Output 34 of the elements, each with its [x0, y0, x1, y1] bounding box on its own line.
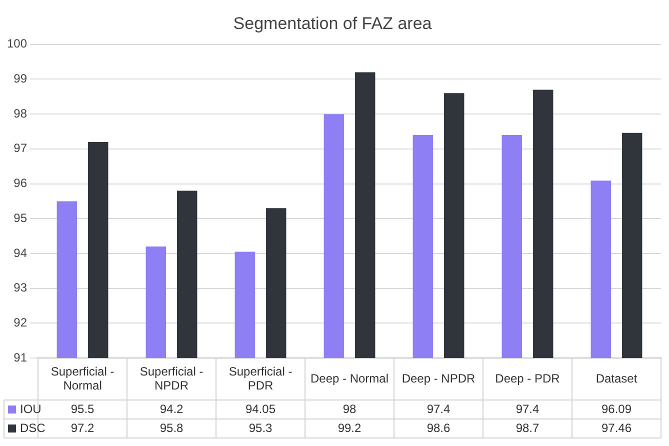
y-tick-label: 96: [14, 176, 28, 190]
data-label: 97.2: [70, 420, 95, 435]
data-label: 95.8: [160, 420, 184, 435]
data-label: 98.6: [426, 420, 451, 435]
y-tick-label: 92: [14, 315, 28, 330]
legend-label: IOU: [20, 402, 42, 416]
data-label: 97.46: [601, 420, 632, 435]
y-tick-label: 97: [14, 141, 28, 156]
data-label: 97.4: [516, 402, 540, 416]
data-label: 95.5: [70, 402, 95, 416]
x-tick-label: Superficial - PDR: [228, 364, 292, 392]
y-tick-label: 93: [14, 280, 28, 295]
data-label: 95.3: [248, 420, 273, 435]
y-tick-label: 94: [14, 246, 28, 260]
y-tick-label: 99: [14, 72, 28, 86]
data-label: 94.05: [246, 402, 276, 416]
legend-label: DSC: [20, 420, 46, 435]
x-tick-label: Superficial - Normal: [50, 364, 114, 392]
data-label: 97.4: [426, 402, 451, 416]
data-label: 98: [342, 402, 357, 416]
y-tick-label: 95: [14, 210, 28, 225]
data-label: 99.2: [338, 420, 362, 435]
data-label: 94.2: [160, 402, 184, 416]
x-tick-label: Dataset: [596, 371, 638, 386]
x-tick-label: Deep - PDR: [495, 371, 560, 386]
x-tick-label: Deep - NPDR: [402, 371, 476, 386]
y-tick-label: 91: [14, 350, 28, 364]
data-label: 98.7: [516, 420, 540, 435]
x-tick-label: Deep - Normal: [310, 371, 389, 386]
y-tick-label: 100: [6, 36, 28, 51]
chart-title: Segmentation of FAZ area: [233, 14, 432, 33]
y-tick-label: 98: [14, 106, 28, 120]
data-label: 96.09: [601, 402, 632, 416]
x-tick-label: Superficial - NPDR: [140, 364, 204, 392]
